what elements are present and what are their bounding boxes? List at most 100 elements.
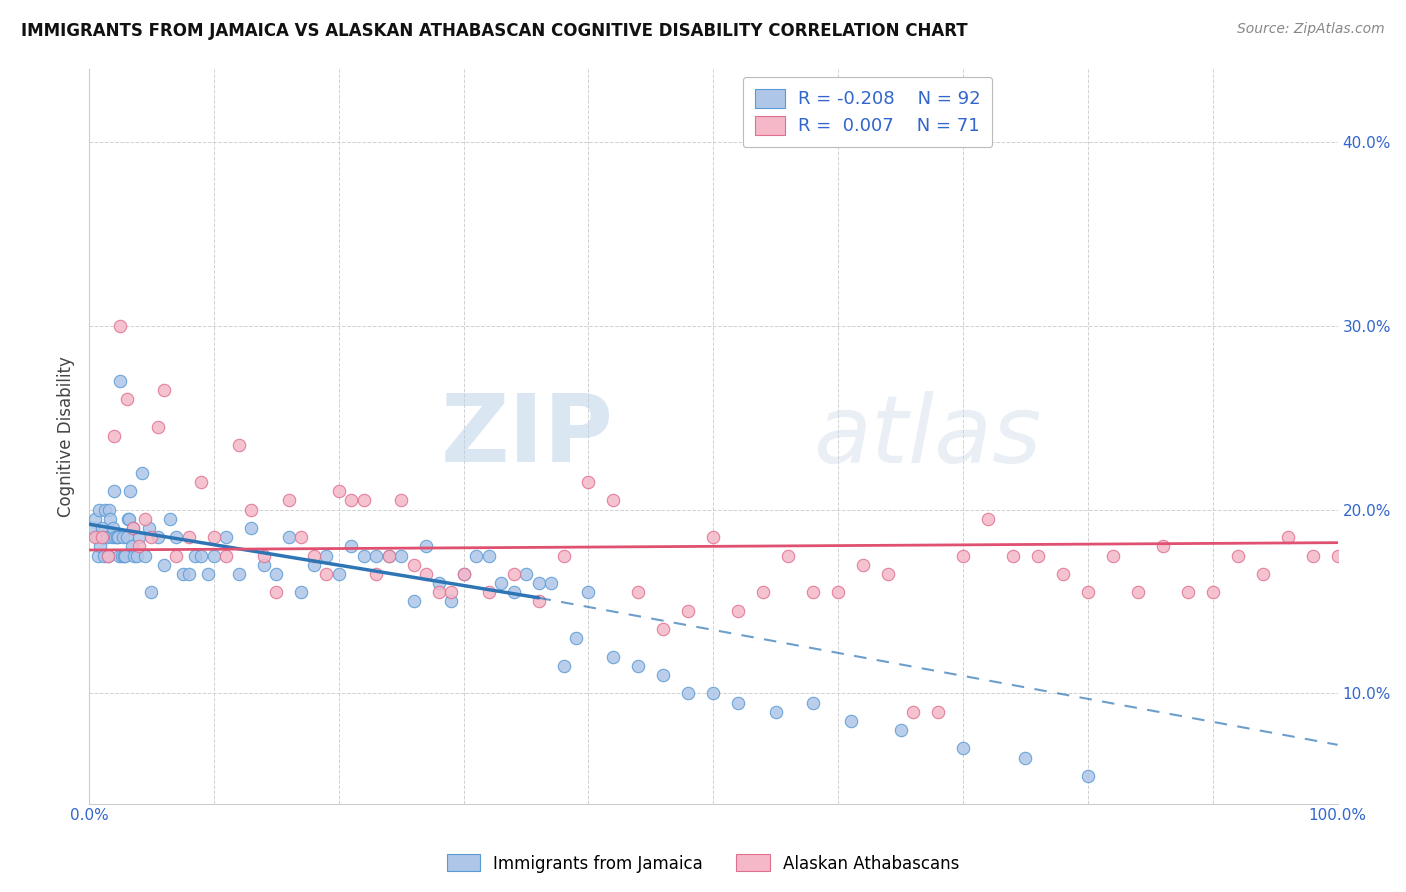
- Point: [240, 502, 263, 516]
- Point: [110, 318, 132, 333]
- Point: [1102, 549, 1125, 563]
- Point: [453, 566, 475, 581]
- Point: [627, 658, 650, 673]
- Point: [1226, 549, 1249, 563]
- Point: [427, 576, 450, 591]
- Point: [415, 566, 437, 581]
- Point: [138, 521, 160, 535]
- Point: [141, 585, 163, 599]
- Point: [125, 549, 148, 563]
- Point: [197, 566, 219, 581]
- Point: [602, 649, 624, 664]
- Point: [122, 549, 145, 563]
- Point: [901, 705, 924, 719]
- Point: [84, 512, 107, 526]
- Point: [678, 686, 700, 700]
- Point: [465, 549, 488, 563]
- Point: [315, 549, 337, 563]
- Point: [515, 566, 537, 581]
- Point: [266, 566, 288, 581]
- Point: [827, 585, 849, 599]
- Point: [118, 512, 141, 526]
- Point: [190, 475, 212, 489]
- Text: atlas: atlas: [813, 391, 1042, 482]
- Point: [366, 549, 388, 563]
- Point: [952, 549, 974, 563]
- Point: [202, 530, 225, 544]
- Point: [103, 484, 125, 499]
- Point: [146, 420, 169, 434]
- Point: [1077, 769, 1099, 783]
- Point: [1251, 566, 1274, 581]
- Point: [1077, 585, 1099, 599]
- Point: [389, 493, 412, 508]
- Point: [266, 585, 288, 599]
- Point: [1014, 750, 1036, 764]
- Point: [89, 539, 111, 553]
- Point: [240, 521, 263, 535]
- Point: [114, 549, 136, 563]
- Point: [184, 549, 207, 563]
- Point: [121, 539, 143, 553]
- Point: [87, 549, 110, 563]
- Point: [86, 530, 108, 544]
- Point: [478, 585, 501, 599]
- Point: [602, 493, 624, 508]
- Legend: Immigrants from Jamaica, Alaskan Athabascans: Immigrants from Jamaica, Alaskan Athabas…: [440, 847, 966, 880]
- Point: [328, 566, 350, 581]
- Point: [202, 549, 225, 563]
- Point: [90, 521, 112, 535]
- Point: [117, 512, 139, 526]
- Point: [228, 566, 250, 581]
- Point: [215, 549, 238, 563]
- Point: [402, 594, 425, 608]
- Point: [1052, 566, 1074, 581]
- Point: [302, 558, 325, 572]
- Point: [752, 585, 775, 599]
- Point: [652, 668, 675, 682]
- Point: [1177, 585, 1199, 599]
- Point: [112, 549, 135, 563]
- Point: [553, 549, 575, 563]
- Point: [87, 502, 110, 516]
- Point: [110, 374, 132, 388]
- Point: [527, 576, 550, 591]
- Point: [90, 530, 112, 544]
- Point: [115, 530, 138, 544]
- Point: [153, 383, 176, 397]
- Point: [94, 502, 117, 516]
- Point: [253, 558, 276, 572]
- Point: [153, 558, 176, 572]
- Point: [1302, 549, 1324, 563]
- Point: [778, 549, 800, 563]
- Point: [1126, 585, 1149, 599]
- Point: [1277, 530, 1299, 544]
- Point: [104, 530, 127, 544]
- Point: [478, 549, 501, 563]
- Point: [93, 549, 115, 563]
- Point: [702, 686, 724, 700]
- Point: [96, 530, 118, 544]
- Point: [159, 512, 181, 526]
- Point: [440, 585, 463, 599]
- Point: [627, 585, 650, 599]
- Text: ZIP: ZIP: [440, 390, 613, 482]
- Point: [315, 566, 337, 581]
- Point: [177, 566, 200, 581]
- Point: [527, 594, 550, 608]
- Point: [1326, 549, 1348, 563]
- Point: [302, 549, 325, 563]
- Point: [166, 549, 188, 563]
- Point: [97, 549, 120, 563]
- Point: [877, 566, 900, 581]
- Legend: R = -0.208    N = 92, R =  0.007    N = 71: R = -0.208 N = 92, R = 0.007 N = 71: [742, 77, 993, 147]
- Point: [98, 512, 121, 526]
- Point: [852, 558, 875, 572]
- Point: [652, 622, 675, 636]
- Point: [190, 549, 212, 563]
- Point: [765, 705, 787, 719]
- Point: [1026, 549, 1049, 563]
- Point: [578, 585, 600, 599]
- Point: [111, 530, 134, 544]
- Point: [115, 392, 138, 407]
